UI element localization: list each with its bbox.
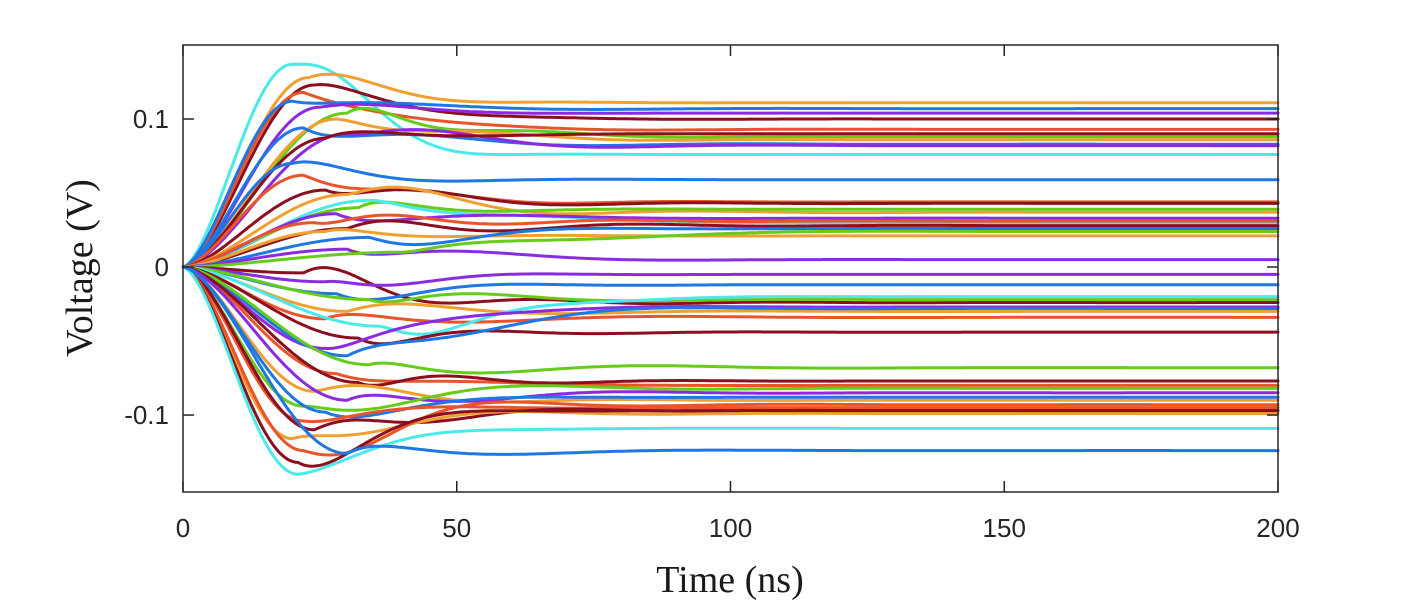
series-line-s32 — [181, 265, 1280, 346]
series-line-s24 — [181, 229, 1280, 269]
series-line-s39 — [181, 265, 1280, 403]
series-line-s28 — [181, 265, 1280, 304]
series-line-s3 — [181, 83, 1280, 269]
series-line-s30 — [181, 265, 1280, 324]
series-line-s31 — [181, 265, 1280, 336]
series-line-s7 — [181, 106, 1280, 269]
series-line-s12 — [181, 160, 1280, 269]
y-tick-label-0: 0 — [155, 252, 169, 282]
series-line-s46 — [181, 265, 1280, 468]
series-line-s6 — [181, 102, 1280, 269]
label-layer: 0 50 100 150 200 -0.1 0 0.1 — [124, 104, 1300, 543]
series-line-s38 — [181, 265, 1280, 404]
y-tick-label-0.1: 0.1 — [133, 104, 169, 134]
series-line-s34 — [181, 265, 1280, 358]
series-line-s22 — [181, 226, 1280, 269]
x-axis-title: Time (ns) — [656, 559, 803, 601]
series-line-s16 — [181, 200, 1280, 269]
series-layer — [181, 62, 1280, 476]
series-line-s40 — [181, 265, 1280, 412]
series-line-s10 — [181, 128, 1280, 269]
series-line-s23 — [181, 247, 1280, 269]
series-line-s20 — [181, 219, 1280, 269]
series-line-s29 — [181, 265, 1280, 316]
x-tick-label-100: 100 — [709, 513, 752, 543]
series-line-s8 — [181, 117, 1280, 269]
series-line-s21 — [181, 228, 1280, 269]
series-line-s25 — [181, 265, 1280, 306]
x-tick-label-200: 200 — [1256, 513, 1299, 543]
series-line-s26 — [181, 265, 1280, 287]
series-line-s41 — [181, 265, 1280, 419]
series-line-s47 — [181, 265, 1280, 476]
x-tick-label-0: 0 — [176, 513, 190, 543]
series-line-s1 — [181, 62, 1280, 269]
x-tick-label-50: 50 — [442, 513, 471, 543]
series-line-s11 — [181, 130, 1280, 269]
tick-layer — [182, 45, 1279, 492]
series-line-s48 — [181, 265, 1280, 456]
series-line-s9 — [181, 126, 1280, 269]
series-line-s15 — [181, 185, 1280, 269]
series-line-s42 — [181, 265, 1280, 424]
y-tick-label--0.1: -0.1 — [124, 400, 169, 430]
series-line-s35 — [181, 265, 1280, 375]
series-line-s2 — [181, 72, 1280, 269]
series-line-s44 — [181, 265, 1280, 441]
series-line-s19 — [181, 213, 1280, 269]
series-line-s18 — [181, 212, 1280, 269]
y-axis-title: Voltage (V) — [59, 179, 101, 357]
series-line-s36 — [181, 265, 1280, 387]
series-line-s14 — [181, 188, 1280, 269]
series-line-s5 — [181, 99, 1280, 269]
x-tick-label-150: 150 — [983, 513, 1026, 543]
